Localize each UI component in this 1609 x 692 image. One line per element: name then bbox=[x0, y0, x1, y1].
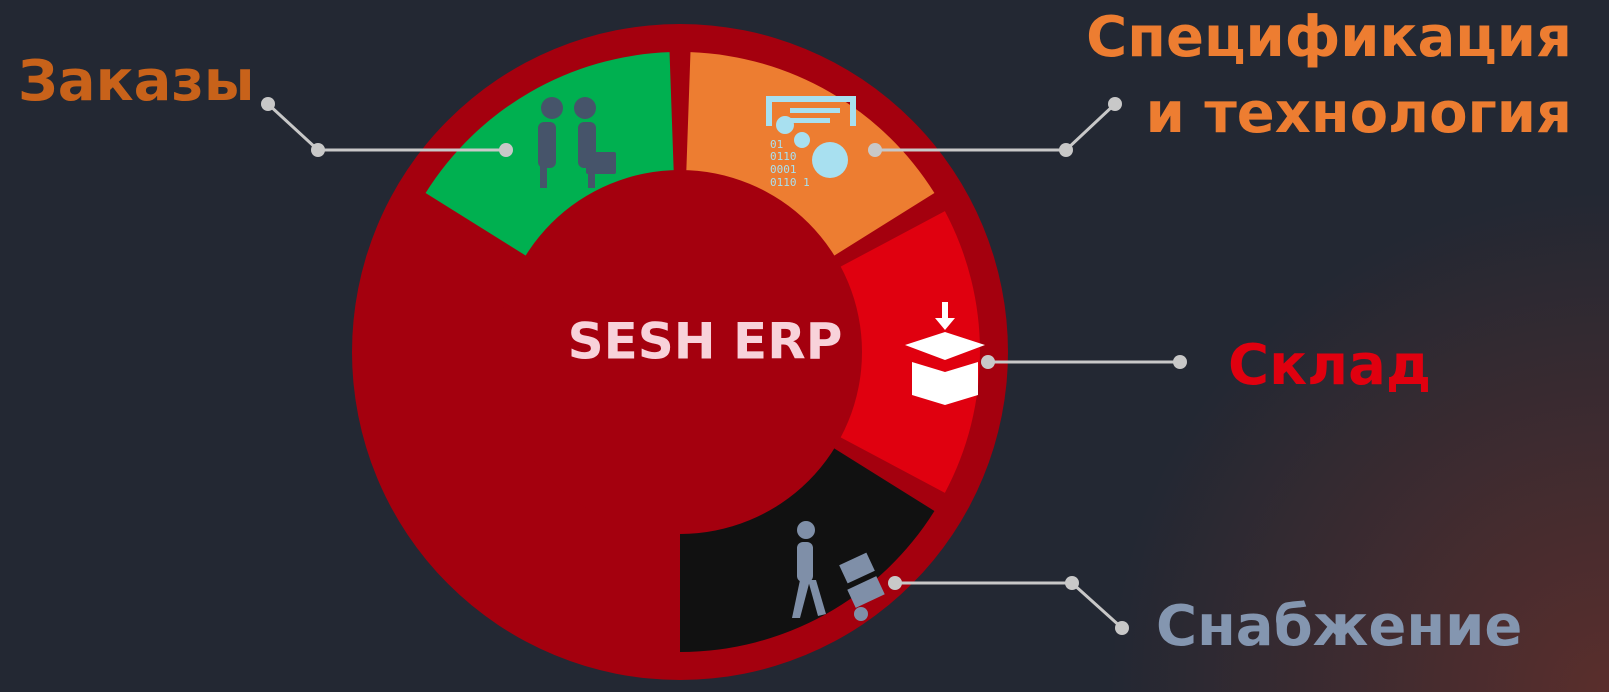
spec-icon: 01 0110 0001 0110 1 bbox=[766, 96, 856, 189]
node-label: Спецификация bbox=[1086, 5, 1572, 70]
center-label: SESH ERP bbox=[568, 313, 843, 371]
svg-text:01: 01 bbox=[770, 138, 783, 151]
node-label: Снабжение bbox=[1156, 594, 1522, 659]
svg-text:0110: 0110 bbox=[770, 150, 797, 163]
segment bbox=[812, 211, 980, 493]
segment bbox=[680, 431, 935, 652]
connector-dots bbox=[261, 97, 1187, 635]
supply-icon bbox=[792, 521, 885, 621]
warehouse-icon bbox=[905, 302, 985, 405]
node-label: и технология bbox=[1146, 81, 1572, 146]
node-label: Заказы bbox=[18, 49, 255, 114]
inner-disc bbox=[498, 170, 862, 534]
svg-text:0110 1: 0110 1 bbox=[770, 176, 810, 189]
node-label: Склад bbox=[1228, 333, 1431, 398]
handshake-icon bbox=[538, 97, 616, 188]
svg-text:0001: 0001 bbox=[770, 163, 797, 176]
